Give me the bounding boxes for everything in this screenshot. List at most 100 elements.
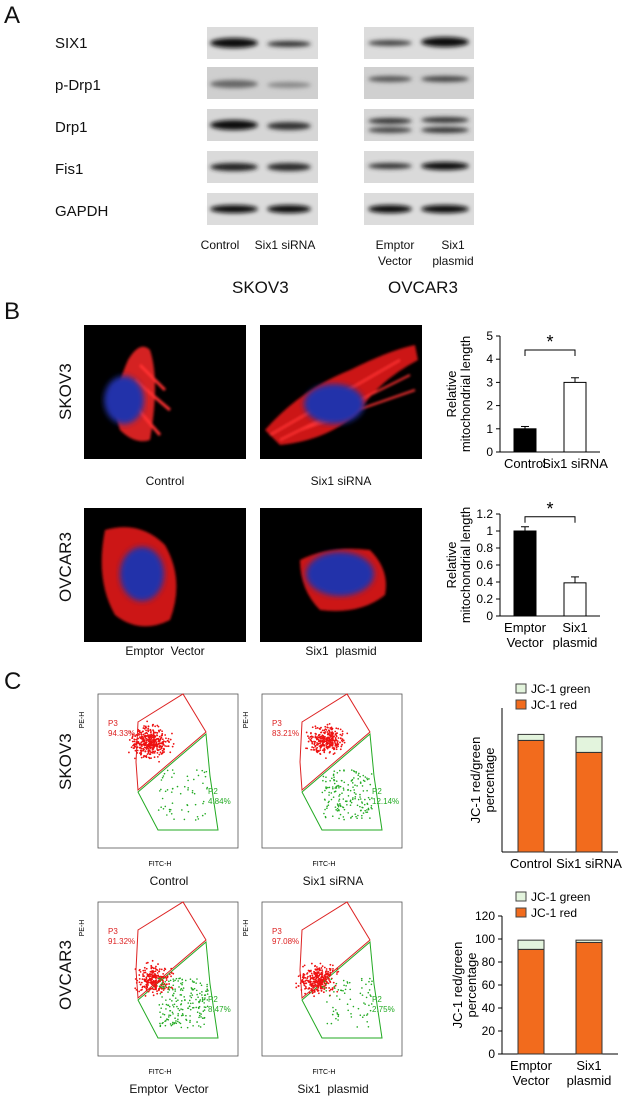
event-dot-red bbox=[137, 737, 139, 740]
event-dot-green bbox=[203, 771, 206, 774]
event-dot-green bbox=[354, 797, 356, 800]
event-dot-red bbox=[130, 746, 133, 749]
event-dot-green bbox=[352, 786, 354, 788]
event-dot-green bbox=[367, 808, 370, 811]
skov3-lane-six1-sirna: Six1 siRNA bbox=[254, 238, 316, 252]
event-dot-red bbox=[329, 969, 332, 972]
ovcar3-lane-emptor: Emptor bbox=[375, 238, 415, 252]
event-dot-red bbox=[158, 760, 160, 763]
event-dot-red bbox=[325, 744, 328, 747]
event-dot-green bbox=[365, 996, 368, 999]
event-dot-green bbox=[343, 808, 346, 811]
event-dot-red bbox=[169, 751, 172, 754]
event-dot-green bbox=[189, 1002, 192, 1005]
event-dot-red bbox=[143, 742, 146, 745]
event-dot-red bbox=[156, 990, 158, 992]
event-dot-red bbox=[135, 741, 138, 743]
event-dot-red bbox=[154, 982, 157, 985]
event-dot-red bbox=[132, 743, 135, 746]
event-dot-red bbox=[134, 987, 137, 990]
event-dot-green bbox=[342, 789, 345, 791]
event-dot-red bbox=[135, 734, 138, 736]
ovcar3-blot-strips bbox=[364, 27, 474, 225]
event-dot-green bbox=[361, 817, 363, 819]
event-dot-red bbox=[323, 731, 326, 734]
event-dot-green bbox=[335, 786, 337, 788]
event-dot-green bbox=[159, 1022, 161, 1025]
event-dot-green bbox=[204, 812, 206, 815]
event-dot-red bbox=[324, 977, 327, 979]
gate-p3-label: P3 bbox=[108, 719, 118, 728]
event-dot-green bbox=[336, 771, 339, 774]
event-dot-green bbox=[170, 1024, 173, 1027]
event-dot-red bbox=[333, 739, 336, 742]
event-dot-green bbox=[324, 789, 326, 792]
event-dot-green bbox=[167, 991, 169, 993]
protein-label-fis1: Fis1 bbox=[55, 161, 84, 178]
event-dot-red bbox=[159, 744, 161, 747]
event-dot-green bbox=[343, 770, 345, 772]
event-dot-red bbox=[136, 749, 139, 752]
event-dot-red bbox=[316, 726, 319, 729]
event-dot-green bbox=[332, 773, 335, 776]
event-dot-red bbox=[160, 734, 163, 737]
event-dot-red bbox=[169, 738, 172, 741]
event-dot-red bbox=[313, 743, 316, 746]
event-dot-red bbox=[312, 748, 315, 751]
event-dot-green bbox=[195, 982, 197, 984]
event-dot-red bbox=[333, 748, 335, 751]
event-dot-green bbox=[171, 802, 174, 804]
protein-label-six1: SIX1 bbox=[55, 35, 88, 52]
event-dot-red bbox=[322, 739, 325, 741]
event-dot-red bbox=[319, 962, 322, 965]
event-dot-red bbox=[325, 973, 328, 976]
event-dot-green bbox=[172, 988, 174, 991]
event-dot-red bbox=[159, 739, 162, 741]
event-dot-red bbox=[324, 725, 327, 728]
event-dot-green bbox=[181, 1008, 184, 1011]
event-dot-green bbox=[179, 989, 182, 991]
event-dot-green bbox=[171, 769, 174, 771]
ovcar3-title: OVCAR3 bbox=[388, 278, 458, 297]
event-dot-red bbox=[157, 989, 160, 992]
event-dot-green bbox=[194, 819, 197, 821]
event-dot-green bbox=[162, 1021, 164, 1024]
event-dot-red bbox=[150, 743, 153, 746]
event-dot-green bbox=[167, 1004, 169, 1007]
event-dot-red bbox=[335, 734, 338, 737]
event-dot-red bbox=[328, 744, 331, 747]
y-tick-label: 0.6 bbox=[476, 558, 493, 572]
event-dot-green bbox=[173, 818, 175, 820]
y-tick-label: 5 bbox=[486, 329, 493, 343]
event-dot-green bbox=[173, 992, 175, 995]
event-dot-red bbox=[157, 740, 160, 743]
stacked-bar-segment bbox=[517, 733, 545, 741]
event-dot-red bbox=[320, 731, 323, 734]
event-dot-red bbox=[329, 750, 331, 753]
event-dot-green bbox=[180, 1003, 183, 1005]
event-dot-green bbox=[191, 988, 194, 991]
event-dot-green bbox=[187, 1002, 190, 1004]
gate-p2-label: P2 bbox=[372, 787, 382, 796]
event-dot-red bbox=[152, 752, 154, 754]
event-dot-red bbox=[155, 979, 158, 982]
event-dot-red bbox=[330, 726, 333, 729]
event-dot-red bbox=[341, 732, 344, 735]
panel-c-caption-plasmid: Six1 plasmid bbox=[297, 1082, 369, 1096]
x-category-label: plasmid bbox=[567, 1073, 612, 1088]
event-dot-red bbox=[144, 735, 146, 737]
event-dot-green bbox=[359, 775, 361, 778]
event-dot-red bbox=[131, 733, 134, 736]
event-dot-green bbox=[171, 1000, 173, 1002]
event-dot-red bbox=[328, 739, 331, 742]
event-dot-red bbox=[140, 733, 143, 736]
event-dot-red bbox=[162, 740, 165, 743]
event-dot-red bbox=[313, 972, 316, 975]
event-dot-green bbox=[351, 815, 354, 818]
gate-p3-percent: 91.32% bbox=[108, 937, 135, 946]
event-dot-red bbox=[327, 726, 329, 729]
event-dot-green bbox=[335, 982, 338, 985]
event-dot-green bbox=[193, 981, 196, 983]
event-dot-red bbox=[319, 752, 321, 755]
event-dot-green bbox=[337, 1013, 340, 1016]
